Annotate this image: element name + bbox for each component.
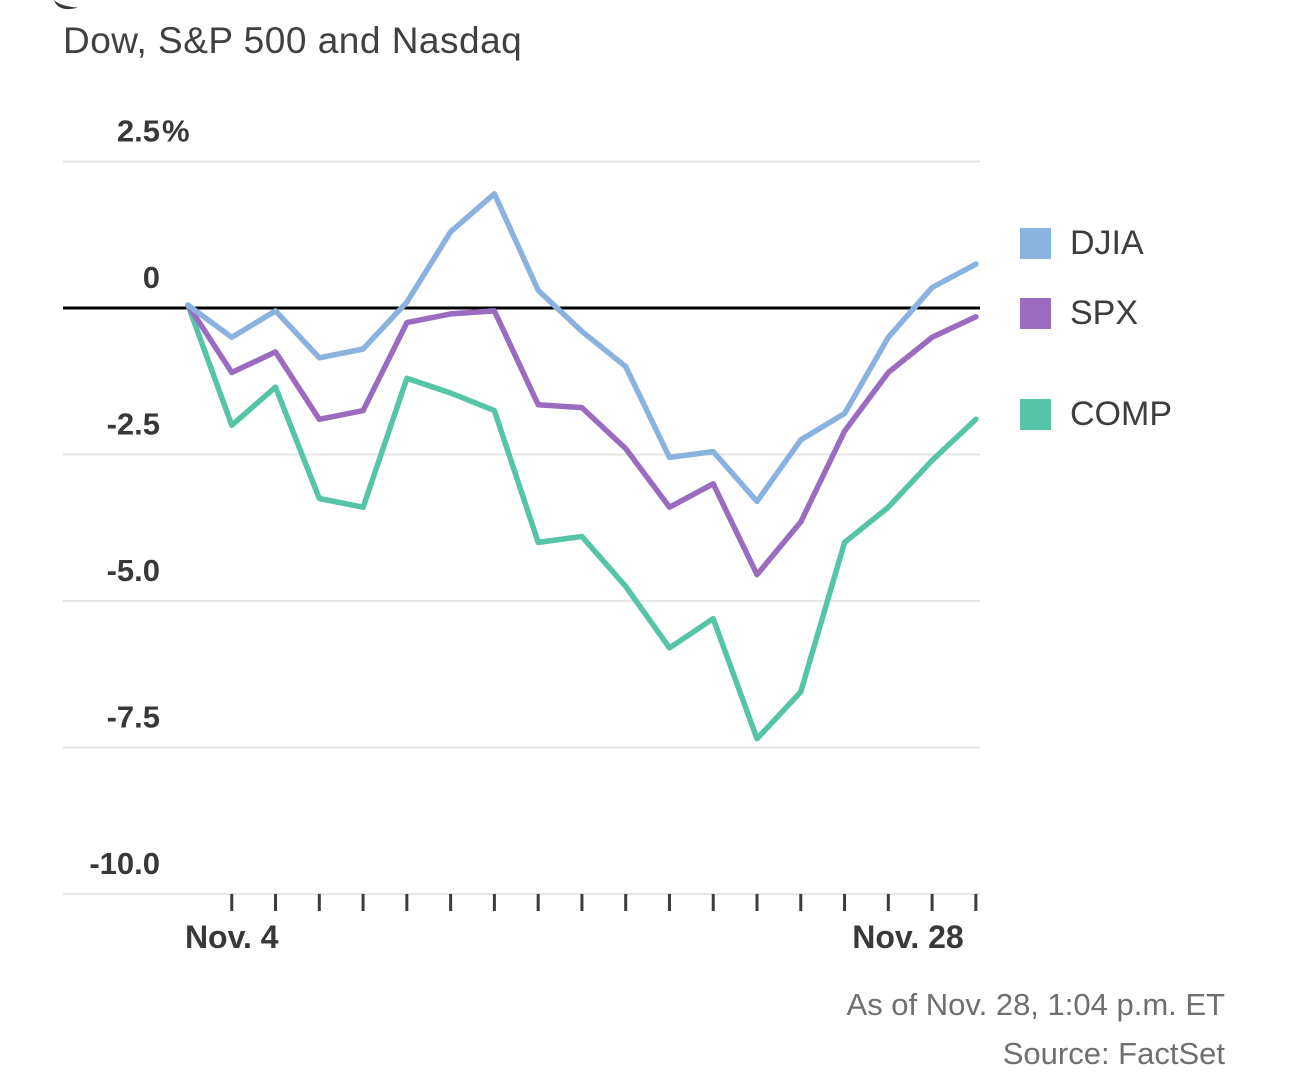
comp-swatch — [1020, 399, 1051, 430]
legend-item-comp: COMP — [1020, 395, 1280, 434]
series-line-spx — [185, 302, 979, 578]
legend-label-spx: SPX — [1070, 294, 1139, 332]
as-of-timestamp: As of Nov. 28, 1:04 p.m. ET — [846, 987, 1225, 1022]
chart-title: Dow, S&P 500 and Nasdaq — [63, 20, 523, 61]
source-credit: Source: FactSet — [1002, 1036, 1225, 1071]
y-axis-label: -5.0 — [107, 553, 160, 588]
y-axis-label: -7.5 — [107, 700, 160, 735]
y-axis-percent-suffix: % — [162, 114, 190, 149]
legend-label-djia: DJIA — [1070, 224, 1144, 262]
legend-item-spx: SPX — [1020, 294, 1280, 333]
legend-item-djia: DJIA — [1020, 224, 1280, 263]
legend-label-comp: COMP — [1070, 395, 1172, 433]
series-line-djia — [185, 190, 979, 505]
spx-swatch — [1020, 298, 1051, 329]
index-performance-line-chart: 2.5 % 0 -2.5 -5.0 -7.5 -10.0 Nov. 4 Nov. 28 — [63, 114, 980, 955]
y-axis-label: 2.5 — [117, 114, 160, 149]
series-line-comp — [185, 302, 979, 742]
x-axis-label-start: Nov. 4 — [185, 919, 279, 955]
legend: DJIA SPX COMP — [1020, 224, 1280, 465]
y-axis-label: -2.5 — [107, 407, 160, 442]
x-axis-label-end: Nov. 28 — [852, 919, 963, 955]
djia-swatch — [1020, 228, 1051, 259]
chart-footer: As of Nov. 28, 1:04 p.m. ET Source: Fact… — [847, 980, 1225, 1078]
y-axis-label: 0 — [143, 260, 160, 295]
cropped-logo-arc — [54, 0, 78, 10]
y-axis-label: -10.0 — [89, 846, 160, 881]
